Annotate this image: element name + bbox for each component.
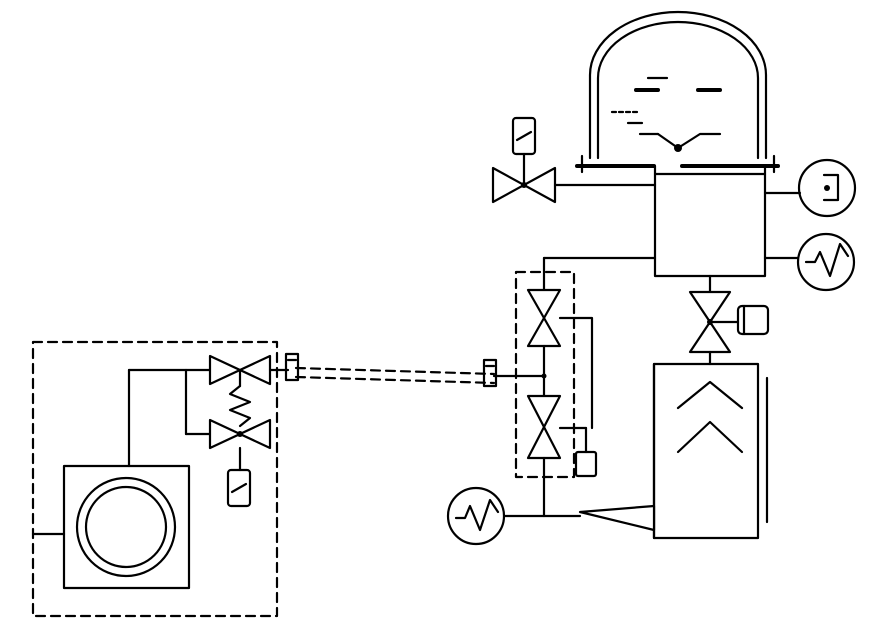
roughing-valve-icon [526,288,562,348]
spring-icon [228,384,252,428]
valve-manifold [492,256,657,518]
rotary-pump-icon [75,476,177,578]
pump-solenoid-icon [226,468,252,508]
exhaust-cone [578,504,656,532]
evaporation-boat [656,132,722,150]
foreline-gauge-icon [446,486,506,546]
roughing-pump-station [31,340,290,618]
evaporation-source [674,144,682,152]
foreline-gauge [446,486,582,546]
hose-clamp-right-icon [482,358,498,388]
flexible-hose [284,352,498,388]
hose-clamp-left-icon [284,352,300,382]
chamber-base-body [653,172,767,278]
small-solenoid-icon [574,450,598,478]
foreline-valve-icon [526,394,562,460]
vent-valve [491,116,657,204]
bell-jar-inner-wall [596,20,760,160]
jet-stack-icon [676,380,744,410]
vacuum-chamber [575,10,780,278]
rotary-pump-body [62,464,191,590]
pneumatic-actuator-icon [736,304,770,336]
pump-station-enclosure [31,340,279,618]
gauge-top [763,158,857,218]
gate-valve [688,274,770,366]
gauge-right-icon [796,232,856,292]
diffusion-pump [578,362,769,540]
bell-jar-dome [588,10,768,160]
gauge-top-icon [797,158,857,218]
gauge-right [763,232,856,292]
